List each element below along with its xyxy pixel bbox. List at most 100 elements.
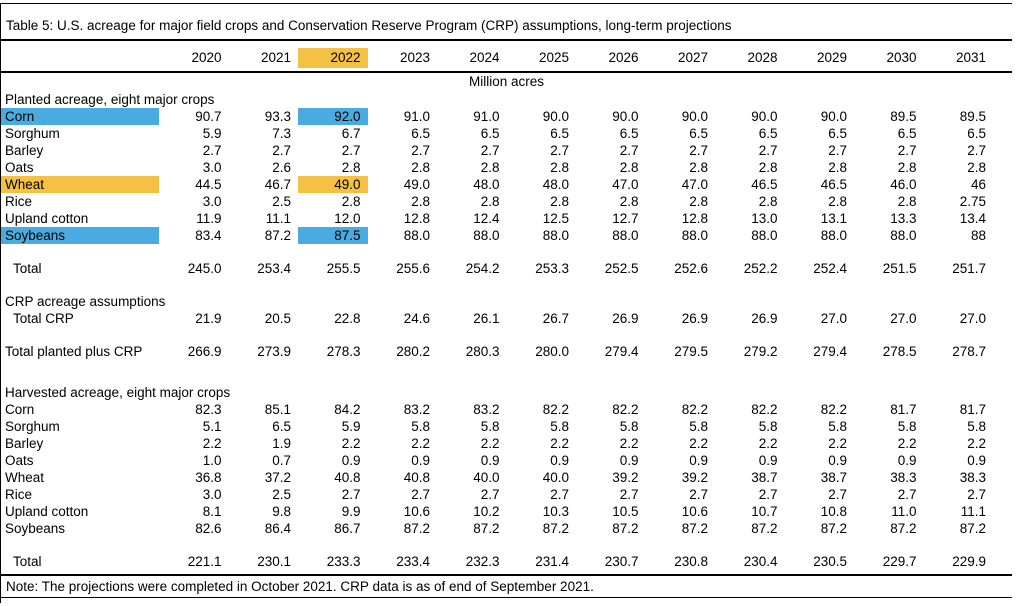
table-cell: 230.1 — [257, 554, 291, 569]
table-cell: 87.2 — [403, 521, 430, 536]
table-cell: 87.2 — [542, 521, 569, 536]
table-cell: 38.7 — [820, 470, 847, 485]
row-label-rice: Rice — [5, 194, 33, 209]
table-row-barley: Barley 2.7 2.7 2.7 2.7 2.7 2.7 2.7 2.7 2.7 2.7 2.7 2… — [1, 142, 1012, 159]
table-cell: 6.5 — [411, 126, 430, 141]
table-cell: 46.5 — [751, 177, 778, 192]
table-cell: 2.5 — [272, 194, 291, 209]
table-cell: 82.2 — [542, 402, 569, 417]
table-cell: 253.4 — [257, 261, 291, 276]
table-row-sorghum: Sorghum 5.1 6.5 5.9 5.8 5.8 5.8 5.8 5.8 5.8 5.8 5.8… — [1, 418, 1012, 435]
table-cell: 82.6 — [195, 521, 222, 536]
table-cell: 12.8 — [681, 211, 708, 226]
table-cell: 2.8 — [828, 194, 847, 209]
table-cell: 89.5 — [890, 109, 917, 124]
table-cell: 82.2 — [751, 402, 778, 417]
table-row-soybeans: Soybeans 82.6 86.4 86.7 87.2 87.2 87.2 87.2 87.2… — [1, 520, 1012, 537]
table-cell: 6.5 — [619, 126, 639, 141]
table-cell: 6.5 — [967, 126, 986, 141]
table-cell: 88.0 — [403, 228, 430, 243]
row-label-upland-cotton: Upland cotton — [5, 504, 89, 519]
table-cell: 2.7 — [202, 143, 222, 158]
table-cell: 0.9 — [967, 453, 986, 468]
year-header-2028: 2028 — [747, 50, 778, 65]
table-cell: 2.7 — [341, 143, 361, 158]
table-cell: 251.5 — [882, 261, 917, 276]
table-cell: 229.9 — [952, 554, 986, 569]
table-cell: 252.4 — [813, 261, 847, 276]
table-cell: 0.9 — [828, 453, 847, 468]
year-header-2024: 2024 — [469, 50, 500, 65]
year-header-2029: 2029 — [816, 50, 847, 65]
table-cell: 27.0 — [820, 311, 847, 326]
table-cell: 10.8 — [820, 504, 847, 519]
table-cell: 233.4 — [396, 554, 430, 569]
table-cell: 81.7 — [890, 402, 917, 417]
table-cell: 8.1 — [202, 504, 222, 519]
table-cell: 37.2 — [264, 470, 291, 485]
table-row-wheat: Wheat 44.5 46.7 49.0 49.0 48.0 48.0 47.0 47.0 46.… — [1, 176, 1012, 193]
section-header-row: Harvested acreage, eight major crops — [1, 384, 1012, 401]
table-cell: 2.2 — [341, 436, 361, 451]
table-cell: 87.2 — [820, 521, 847, 536]
table-cell: 230.4 — [743, 554, 778, 569]
table-cell: 2.7 — [967, 143, 986, 158]
table-cell: 5.8 — [411, 419, 430, 434]
section-header-label: Planted acreage, eight major crops — [5, 92, 215, 107]
table-cell: 254.2 — [465, 261, 500, 276]
table-cell: 49.0 — [403, 177, 430, 192]
table-cell: 2.7 — [967, 487, 986, 502]
table-cell: 26.9 — [612, 311, 639, 326]
table-row-barley: Barley 2.2 1.9 2.2 2.2 2.2 2.2 2.2 2.2 2.2 2.2 2.2 2… — [1, 435, 1012, 452]
table-cell: 83.2 — [473, 402, 500, 417]
table-cell: 88.0 — [820, 228, 847, 243]
table-cell: 40.8 — [334, 470, 361, 485]
table-cell: 38.3 — [959, 470, 986, 485]
table-cell: 5.8 — [480, 419, 500, 434]
table-cell: 89.5 — [959, 109, 986, 124]
table-cell: 13.0 — [751, 211, 778, 226]
table-row-corn: Corn 82.3 85.1 84.2 83.2 83.2 82.2 82.2 82.2 82.2… — [1, 401, 1012, 418]
table-cell: 24.6 — [403, 311, 430, 326]
table-cell: 88.0 — [890, 228, 917, 243]
table-cell: 6.5 — [758, 126, 778, 141]
table-cell: 2.2 — [619, 436, 639, 451]
table-cell: 2.8 — [480, 160, 500, 175]
table-cell: 2.8 — [758, 160, 778, 175]
table-cell: 44.5 — [195, 177, 222, 192]
table-cell: 2.2 — [411, 436, 430, 451]
table-cell: 82.2 — [612, 402, 639, 417]
table-cell: 10.6 — [681, 504, 708, 519]
table-cell: 12.4 — [473, 211, 500, 226]
table-cell: 88.0 — [473, 228, 500, 243]
year-header-2027: 2027 — [677, 50, 708, 65]
table-cell: 26.1 — [473, 311, 500, 326]
table-cell: 3.0 — [202, 160, 222, 175]
row-label-barley: Barley — [5, 436, 44, 451]
table-cell: 278.3 — [326, 344, 361, 359]
table-cell: 47.0 — [612, 177, 639, 192]
table-cell: 10.5 — [612, 504, 639, 519]
table-body: Planted acreage, eight major crops Corn 90… — [1, 91, 1012, 570]
table-cell: 2.8 — [897, 194, 917, 209]
table-cell: 2.5 — [272, 487, 291, 502]
table-cell: 2.6 — [272, 160, 291, 175]
table-cell: 11.9 — [196, 211, 222, 226]
table-cell: 46.0 — [890, 177, 917, 192]
table-cell: 6.5 — [828, 126, 847, 141]
table-cell: 88.0 — [751, 228, 778, 243]
table-cell: 7.3 — [272, 126, 291, 141]
table-cell: 2.8 — [619, 160, 639, 175]
row-label-total-planted-plus-crp: Total planted plus CRP — [5, 344, 143, 359]
table-cell: 83.4 — [195, 228, 222, 243]
table-cell: 278.5 — [882, 344, 917, 359]
table-cell: 2.7 — [897, 487, 917, 502]
table-cell: 245.0 — [187, 261, 222, 276]
table-cell: 82.2 — [820, 402, 847, 417]
table-cell: 13.3 — [890, 211, 917, 226]
row-label-barley: Barley — [5, 143, 44, 158]
table-cell: 90.0 — [542, 109, 569, 124]
table-cell: 40.0 — [473, 470, 500, 485]
table-cell: 5.8 — [550, 419, 569, 434]
table-cell: 280.0 — [535, 344, 569, 359]
